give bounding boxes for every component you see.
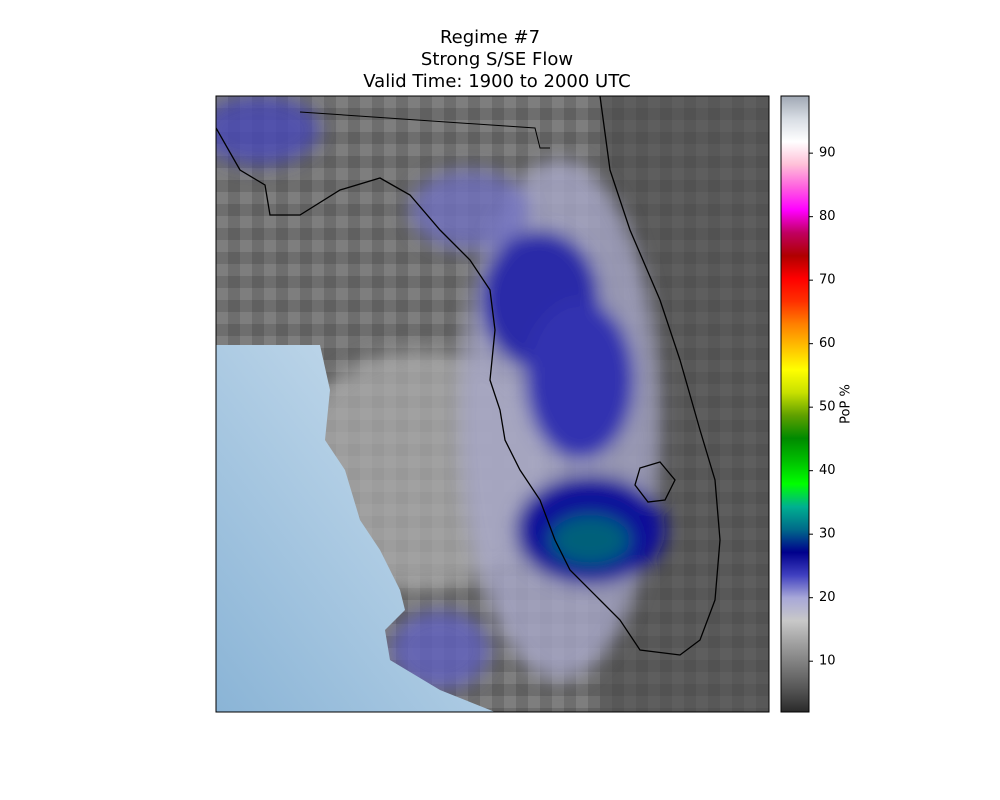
colorbar-tick-label: 20 bbox=[819, 590, 836, 605]
colorbar-tick-label: 10 bbox=[819, 654, 836, 669]
colorbar-scale bbox=[780, 95, 810, 713]
colorbar-tick-label: 60 bbox=[819, 336, 836, 351]
title-line: Regime #7 bbox=[440, 27, 540, 48]
colorbar-tick-label: 50 bbox=[819, 400, 836, 415]
precip-field bbox=[216, 96, 665, 690]
coastline bbox=[216, 96, 721, 656]
gulf-water bbox=[216, 345, 495, 712]
colorbar: PoP % 10 20 30 40 50 60 70 80 90 bbox=[780, 95, 854, 713]
title-line: Strong S/SE Flow bbox=[421, 49, 573, 70]
state-border bbox=[299, 111, 550, 149]
map bbox=[216, 96, 769, 712]
colorbar-tick-label: 90 bbox=[819, 146, 836, 161]
colorbar-tick-label: 40 bbox=[819, 463, 836, 478]
title-line: Valid Time: 1900 to 2000 UTC bbox=[363, 71, 630, 92]
colorbar-tick-label: 80 bbox=[819, 209, 836, 224]
colorbar-tick-label: 70 bbox=[819, 273, 836, 288]
lake bbox=[634, 461, 676, 503]
map-frame bbox=[215, 95, 770, 713]
colorbar-label: PoP % bbox=[839, 384, 854, 424]
colorbar-tick-label: 30 bbox=[819, 527, 836, 542]
